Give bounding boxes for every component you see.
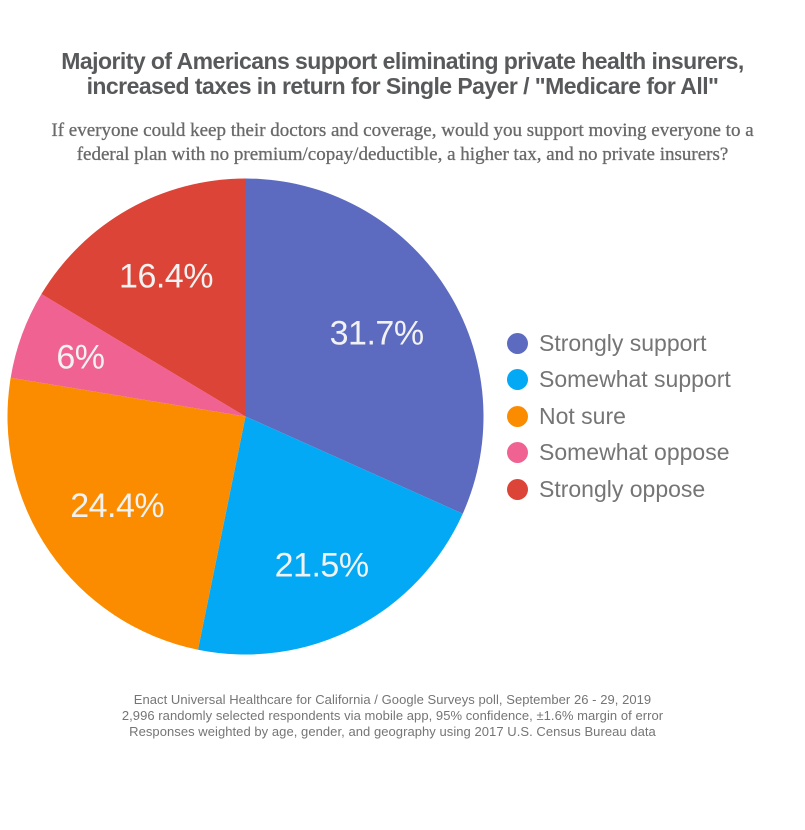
svg-text:21.5%: 21.5% <box>275 547 369 585</box>
svg-text:16.4%: 16.4% <box>119 258 213 296</box>
svg-text:6%: 6% <box>56 339 104 377</box>
svg-text:31.7%: 31.7% <box>330 315 424 353</box>
svg-text:24.4%: 24.4% <box>70 487 164 525</box>
